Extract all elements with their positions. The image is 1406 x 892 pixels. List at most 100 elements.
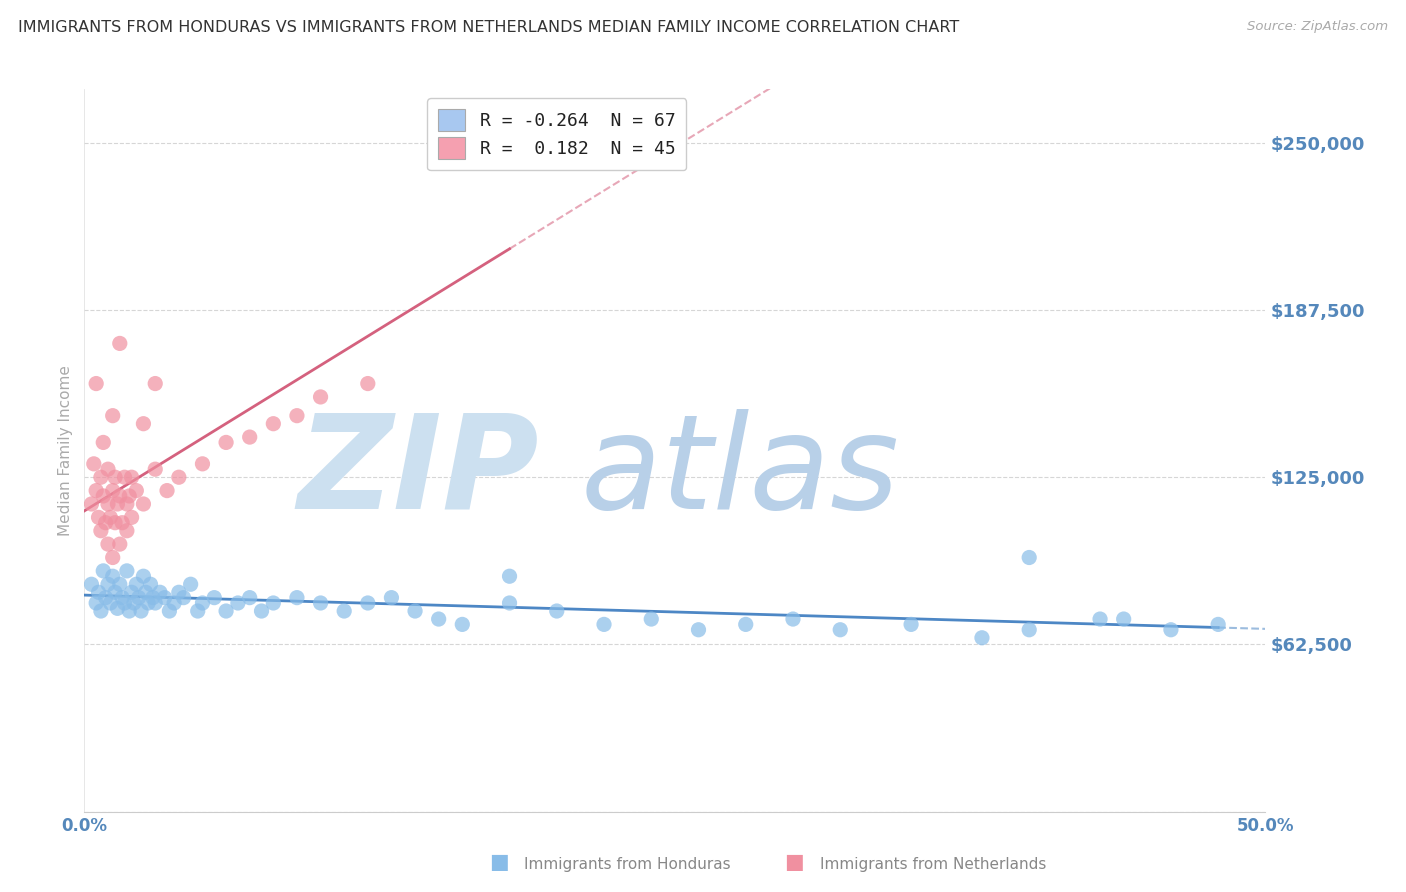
Point	[90, 470, 112, 484]
Point	[333, 604, 356, 618]
Point	[357, 596, 380, 610]
Point	[167, 470, 190, 484]
Point	[191, 457, 214, 471]
Text: ■: ■	[785, 853, 804, 872]
Point	[149, 585, 172, 599]
Point	[90, 524, 112, 538]
Point	[121, 510, 143, 524]
Point	[94, 591, 117, 605]
Point	[80, 497, 103, 511]
Point	[357, 376, 380, 391]
Point	[157, 604, 180, 618]
Text: ■: ■	[489, 853, 509, 872]
Point	[640, 612, 662, 626]
Point	[101, 409, 124, 423]
Point	[309, 390, 332, 404]
Point	[94, 516, 117, 530]
Y-axis label: Median Family Income: Median Family Income	[58, 365, 73, 536]
Point	[84, 596, 107, 610]
Point	[121, 585, 143, 599]
Point	[239, 430, 262, 444]
Point	[1018, 550, 1040, 565]
Point	[163, 596, 186, 610]
Text: IMMIGRANTS FROM HONDURAS VS IMMIGRANTS FROM NETHERLANDS MEDIAN FAMILY INCOME COR: IMMIGRANTS FROM HONDURAS VS IMMIGRANTS F…	[18, 20, 959, 35]
Point	[782, 612, 804, 626]
Point	[546, 604, 568, 618]
Point	[380, 591, 402, 605]
Point	[1088, 612, 1111, 626]
Point	[226, 596, 249, 610]
Point	[114, 470, 136, 484]
Point	[215, 435, 238, 450]
Point	[427, 612, 450, 626]
Point	[143, 462, 166, 476]
Point	[132, 497, 155, 511]
Point	[451, 617, 474, 632]
Point	[108, 577, 131, 591]
Point	[139, 577, 162, 591]
Point	[111, 591, 134, 605]
Point	[97, 497, 120, 511]
Point	[1112, 612, 1135, 626]
Point	[84, 376, 107, 391]
Point	[108, 537, 131, 551]
Point	[91, 564, 114, 578]
Point	[115, 497, 138, 511]
Point	[107, 497, 129, 511]
Point	[404, 604, 426, 618]
Point	[135, 585, 157, 599]
Point	[191, 596, 214, 610]
Point	[173, 591, 195, 605]
Point	[84, 483, 107, 498]
Point	[87, 585, 110, 599]
Point	[80, 577, 103, 591]
Point	[187, 604, 209, 618]
Point	[121, 470, 143, 484]
Point	[122, 596, 145, 610]
Point	[107, 601, 129, 615]
Point	[202, 591, 225, 605]
Point	[104, 516, 127, 530]
Point	[129, 604, 152, 618]
Point	[118, 604, 141, 618]
Point	[136, 596, 159, 610]
Point	[285, 591, 308, 605]
Point	[111, 516, 134, 530]
Point	[167, 585, 190, 599]
Point	[498, 569, 520, 583]
Point	[1160, 623, 1182, 637]
Point	[830, 623, 852, 637]
Point	[180, 577, 202, 591]
Point	[734, 617, 756, 632]
Point	[285, 409, 308, 423]
Point	[87, 510, 110, 524]
Point	[101, 550, 124, 565]
Point	[83, 457, 105, 471]
Point	[1018, 623, 1040, 637]
Point	[108, 489, 131, 503]
Point	[498, 596, 520, 610]
Point	[128, 591, 150, 605]
Point	[142, 591, 165, 605]
Text: Immigrants from Honduras: Immigrants from Honduras	[524, 857, 731, 872]
Text: Source: ZipAtlas.com: Source: ZipAtlas.com	[1247, 20, 1388, 33]
Point	[309, 596, 332, 610]
Point	[900, 617, 922, 632]
Point	[239, 591, 262, 605]
Point	[101, 483, 124, 498]
Point	[143, 376, 166, 391]
Text: atlas: atlas	[581, 409, 900, 535]
Point	[156, 483, 179, 498]
Point	[118, 489, 141, 503]
Point	[101, 569, 124, 583]
Text: ZIP: ZIP	[298, 409, 538, 535]
Point	[688, 623, 710, 637]
Legend: R = -0.264  N = 67, R =  0.182  N = 45: R = -0.264 N = 67, R = 0.182 N = 45	[427, 98, 686, 170]
Point	[98, 596, 121, 610]
Point	[970, 631, 993, 645]
Point	[97, 577, 120, 591]
Point	[115, 564, 138, 578]
Point	[498, 136, 520, 150]
Point	[132, 569, 155, 583]
Point	[98, 510, 121, 524]
